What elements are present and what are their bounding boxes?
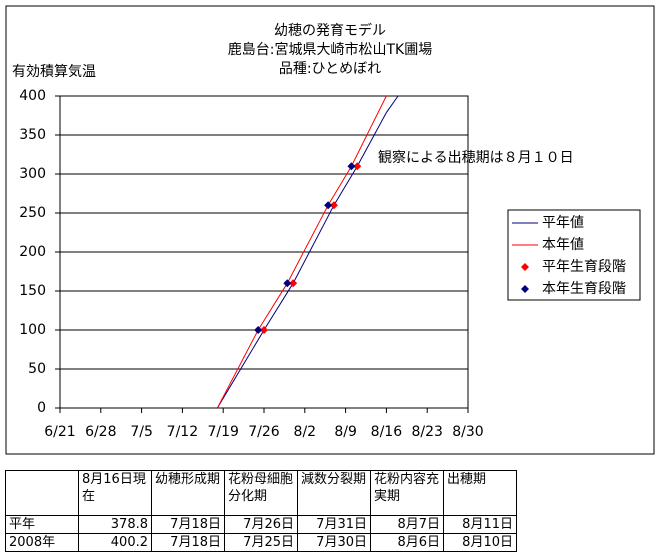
legend-label: 平年生育段階 — [542, 259, 626, 275]
y-tick-label: 50 — [28, 361, 46, 377]
legend-label: 本年生育段階 — [542, 281, 626, 297]
annotation: 観察による出穂期は８月１０日 — [378, 149, 574, 166]
table-cell: 幼穂形成期 — [151, 470, 225, 516]
x-tick-label: 8/16 — [371, 424, 403, 440]
table-cell: 7月26日 — [224, 515, 298, 534]
y-tick-label: 300 — [19, 166, 46, 182]
x-tick-label: 6/21 — [44, 424, 75, 440]
legend-label: 本年値 — [542, 237, 584, 253]
table-cell: 7月18日 — [151, 515, 225, 534]
table-cell: 8月16日現在 — [78, 470, 152, 516]
y-tick-label: 250 — [19, 205, 46, 221]
table-cell: 8月10日 — [443, 533, 517, 552]
table-cell: 400.2 — [78, 533, 152, 552]
table-row: 8月16日現在 幼穂形成期 花粉母細胞分化期 減数分裂期 花粉内容充実期 出穂期 — [5, 470, 517, 516]
table-cell: 7月18日 — [151, 533, 225, 552]
table-cell: 2008年 — [5, 533, 79, 552]
y-tick-label: 150 — [19, 283, 46, 299]
x-tick-label: 8/9 — [334, 424, 357, 440]
table-cell: 出穂期 — [443, 470, 517, 516]
table-cell: 7月30日 — [297, 533, 371, 552]
stage-point — [283, 279, 292, 288]
y-tick-label: 350 — [19, 127, 46, 143]
chart-subtitle: 品種:ひとめぼれ — [279, 61, 381, 77]
table-cell: 8月11日 — [443, 515, 517, 534]
table-cell: 7月31日 — [297, 515, 371, 534]
x-tick-label: 8/23 — [411, 424, 442, 440]
table-cell: 8月7日 — [370, 515, 444, 534]
data-table: 8月16日現在 幼穂形成期 花粉母細胞分化期 減数分裂期 花粉内容充実期 出穂期 平年 378… — [5, 470, 517, 552]
table-cell: 花粉内容充実期 — [370, 470, 444, 516]
x-tick-label: 6/28 — [85, 424, 116, 440]
table-cell: 減数分裂期 — [297, 470, 371, 516]
y-tick-label: 100 — [19, 322, 46, 338]
table-cell: 378.8 — [78, 515, 152, 534]
x-tick-label: 7/12 — [167, 424, 198, 440]
table-cell: 平年 — [5, 515, 79, 534]
x-tick-label: 8/30 — [452, 424, 483, 440]
table-row: 2008年 400.2 7月18日 7月25日 7月30日 8月6日 8月10日 — [5, 533, 517, 552]
table-cell: 花粉母細胞分化期 — [224, 470, 298, 516]
chart-title: 幼穂の発育モデル — [274, 22, 386, 39]
y-tick-label: 200 — [19, 244, 46, 260]
y-tick-label: 0 — [37, 400, 46, 416]
legend-swatch — [521, 285, 529, 293]
y-axis-label: 有効積算気温 — [12, 64, 96, 80]
stage-point — [254, 326, 263, 334]
table-row: 平年 378.8 7月18日 7月26日 7月31日 8月7日 8月11日 — [5, 515, 517, 534]
legend-label: 平年値 — [542, 215, 584, 231]
table-cell — [5, 470, 79, 516]
legend-frame — [507, 209, 641, 301]
stage-point — [347, 162, 356, 171]
legend-swatch — [521, 263, 529, 271]
y-tick-label: 400 — [19, 88, 46, 104]
stage-point — [329, 201, 338, 210]
stage-point — [289, 279, 298, 288]
chart: 幼穂の発育モデル 鹿島台:宮城県大崎市松山TK圃場 品種:ひとめぼれ 有効積算気… — [5, 5, 655, 455]
table-cell: 7月25日 — [224, 533, 298, 552]
stage-point — [324, 201, 333, 210]
x-tick-label: 7/5 — [130, 424, 153, 440]
stage-point — [260, 326, 268, 334]
chart-subtitle: 鹿島台:宮城県大崎市松山TK圃場 — [228, 41, 432, 58]
x-tick-label: 8/2 — [294, 424, 317, 440]
series-line — [216, 95, 387, 409]
stage-point — [353, 162, 362, 171]
x-tick-label: 7/19 — [207, 424, 238, 440]
table-cell: 8月6日 — [370, 533, 444, 552]
x-tick-label: 7/26 — [248, 424, 280, 440]
